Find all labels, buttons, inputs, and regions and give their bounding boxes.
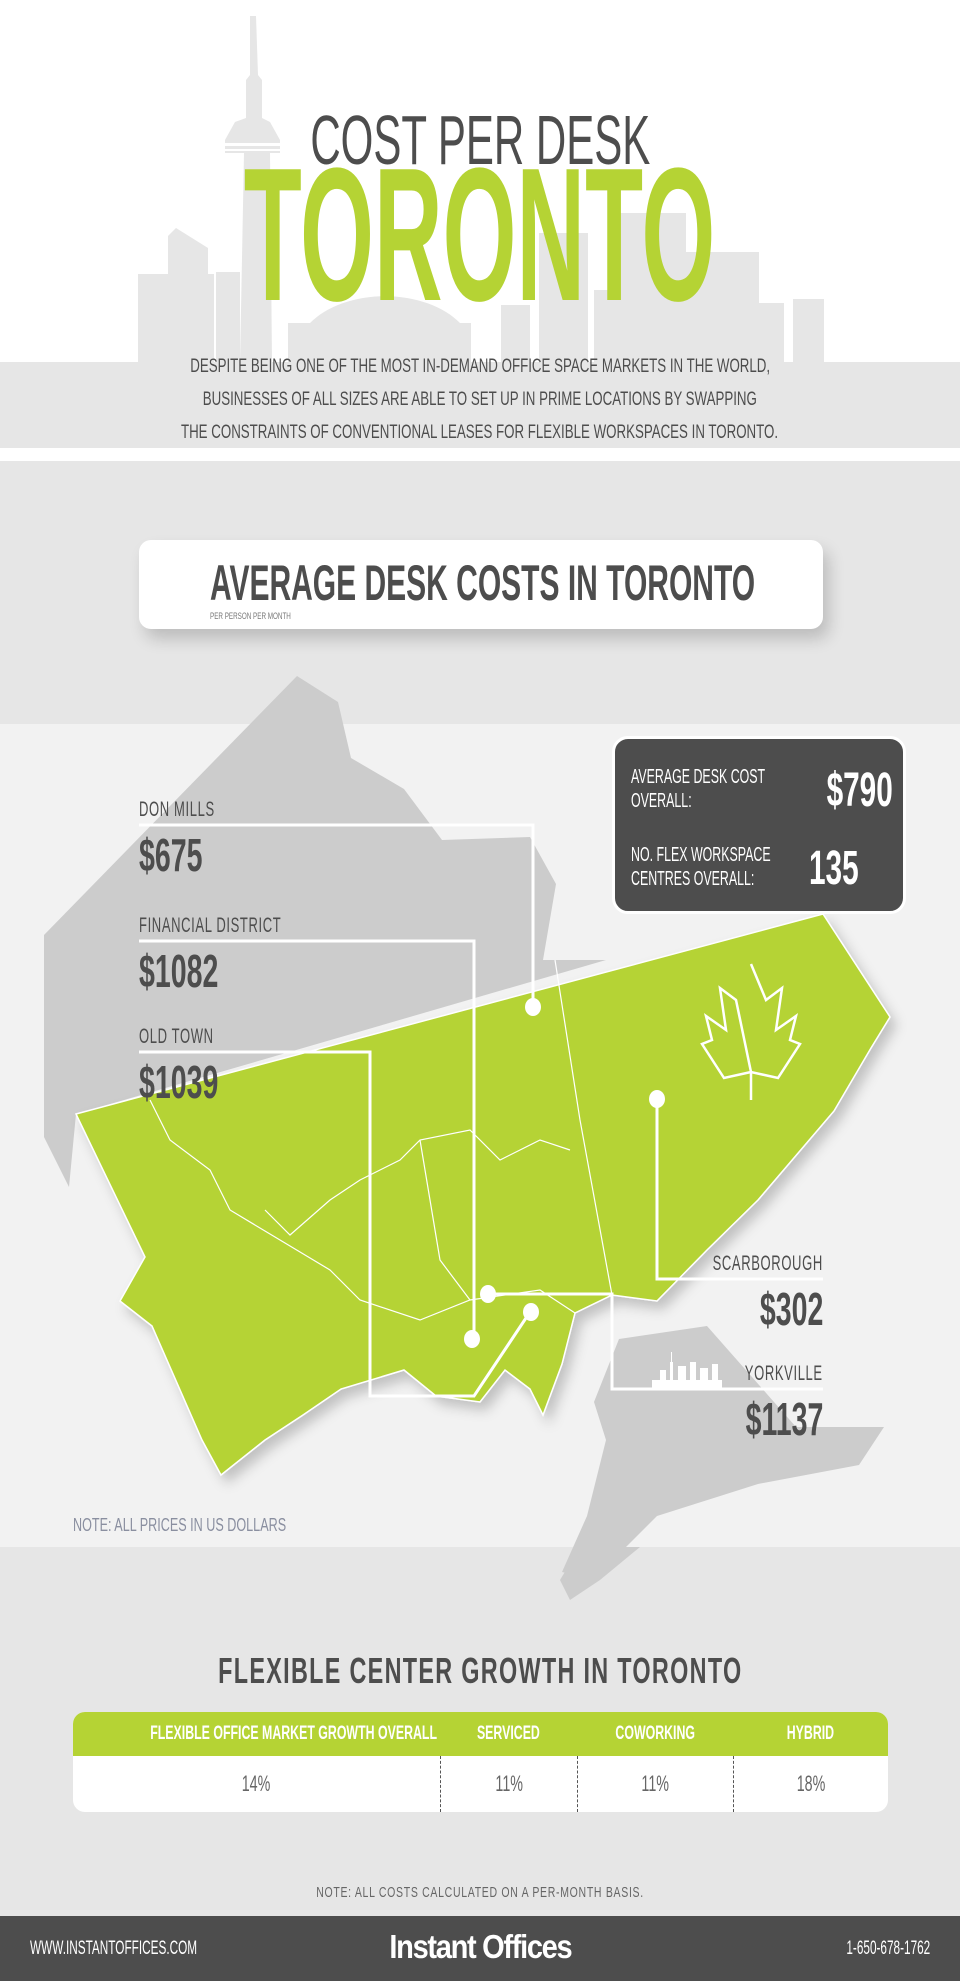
growth-header-coworking: COWORKING [615,1723,695,1744]
avg-desk-cost-label: AVERAGE DESK COST OVERALL: [631,766,766,812]
map-toronto [74,913,891,1477]
map-land-north [44,676,606,1187]
footer: WWW.INSTANTOFFICES.COM Instant Offices 1… [0,1916,960,1981]
yorkville-skyline-icon [652,1352,722,1389]
location-old-town: OLD TOWN $1039 [139,1025,219,1108]
growth-title: FLEXIBLE CENTER GROWTH IN TORONTO [217,1650,743,1691]
header-band [0,362,960,448]
location-financial-district: FINANCIAL DISTRICT $1082 [139,914,282,997]
growth-value-hybrid: 18% [796,1771,826,1796]
map-marker-scarborough [649,1090,665,1108]
flex-centres-value: 135 [809,842,859,895]
map-marker-don-mills [525,998,541,1016]
header-title: TORONTO [244,129,716,341]
costs-note: NOTE: ALL COSTS CALCULATED ON A PER-MONT… [316,1884,644,1901]
location-scarborough: SCARBOROUGH $302 [712,1252,823,1335]
growth-table-header: FLEXIBLE OFFICE MARKET GROWTH OVERALL SE… [73,1712,888,1756]
growth-value-serviced: 11% [495,1771,523,1796]
skyline-illustration [138,16,824,363]
avg-desk-cost-value: $790 [826,764,893,817]
growth-value-coworking: 11% [641,1771,670,1796]
map-marker-old-town [523,1303,539,1321]
header-description: DESPITE BEING ONE OF THE MOST IN-DEMAND … [181,356,779,443]
header-kicker: COST PER DESK [310,101,650,179]
growth-header-hybrid: HYBRID [786,1723,835,1744]
desk-costs-title: AVERAGE DESK COSTS IN TORONTO [210,555,756,611]
map-marker-yorkville [480,1285,496,1303]
map-connector-lines [139,823,823,1398]
prices-note: NOTE: ALL PRICES IN US DOLLARS [73,1515,287,1535]
maple-leaf-icon [700,963,802,1100]
growth-table-row: 14% 11% 11% 18% [73,1756,888,1812]
summary-card: AVERAGE DESK COST OVERALL: $790 NO. FLEX… [612,736,906,914]
desk-costs-title-card: AVERAGE DESK COSTS IN TORONTO PER PERSON… [139,540,823,629]
growth-header-overall: FLEXIBLE OFFICE MARKET GROWTH OVERALL [150,1723,437,1744]
desk-costs-subtitle: PER PERSON PER MONTH [210,611,291,621]
location-yorkville: YORKVILLE $1137 [745,1362,823,1445]
location-don-mills: DON MILLS $675 [139,798,215,881]
growth-value-overall: 14% [242,1771,271,1796]
growth-header-serviced: SERVICED [477,1723,540,1744]
map-marker-financial-district [464,1330,480,1348]
flex-centres-label: NO. FLEX WORKSPACE CENTRES OVERALL: [631,844,771,890]
growth-table: FLEXIBLE OFFICE MARKET GROWTH OVERALL SE… [73,1712,888,1812]
footer-phone[interactable]: 1-650-678-1762 [846,1938,930,1959]
footer-brand-logo: Instant Offices [389,1928,572,1965]
footer-website-link[interactable]: WWW.INSTANTOFFICES.COM [30,1938,198,1959]
map-land-south [560,1547,640,1600]
